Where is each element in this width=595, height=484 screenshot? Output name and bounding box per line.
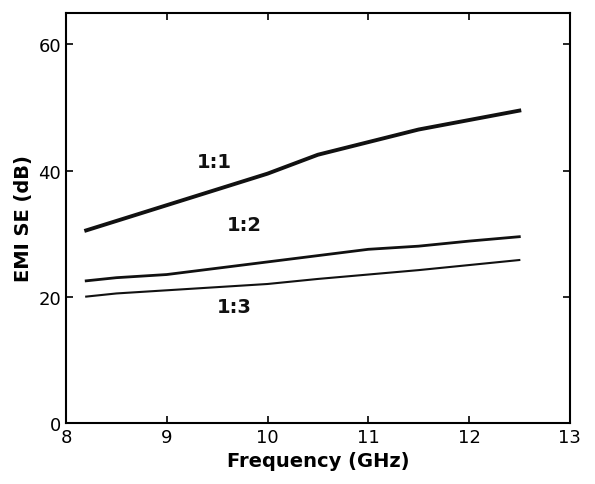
Text: 1:2: 1:2	[227, 216, 262, 235]
Y-axis label: EMI SE (dB): EMI SE (dB)	[14, 155, 33, 282]
X-axis label: Frequency (GHz): Frequency (GHz)	[227, 451, 409, 470]
Text: 1:1: 1:1	[197, 153, 232, 172]
Text: 1:3: 1:3	[217, 298, 252, 317]
